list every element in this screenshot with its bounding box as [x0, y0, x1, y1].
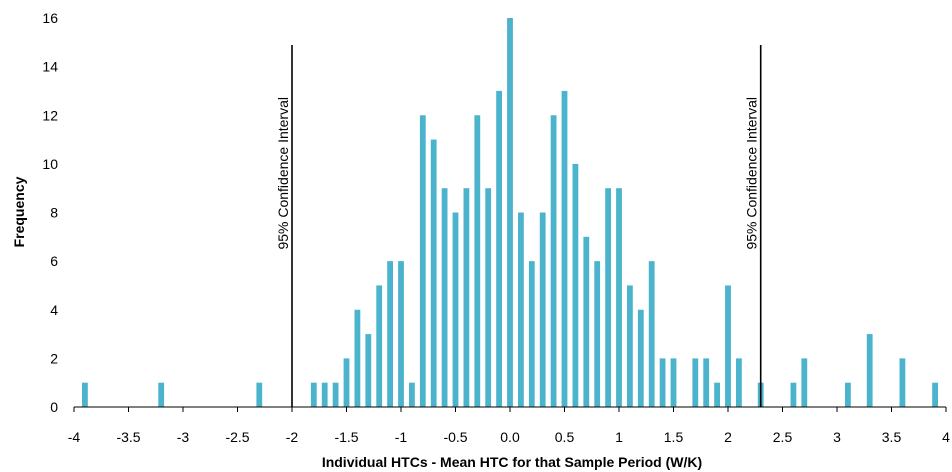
histogram-bar	[398, 261, 404, 408]
histogram-bar	[572, 163, 579, 408]
x-tick-label: 3	[833, 429, 841, 445]
x-tick-label: -1.5	[334, 429, 358, 445]
histogram-bar	[496, 90, 502, 407]
histogram-bar	[376, 285, 383, 407]
histogram-bar	[441, 188, 448, 407]
histogram-bar	[539, 212, 546, 407]
x-tick-label: 1.5	[664, 429, 684, 445]
y-tick-label: 16	[42, 10, 58, 26]
y-tick-label: 14	[42, 59, 58, 75]
histogram-bar	[409, 382, 415, 407]
x-tick-label: 3.5	[882, 429, 902, 445]
histogram-bar	[485, 188, 492, 407]
x-tick-label: -0.5	[443, 429, 467, 445]
histogram-bar	[801, 358, 808, 408]
x-tick-label: -2.5	[225, 429, 249, 445]
histogram-bar	[343, 358, 350, 408]
y-tick-label: 8	[50, 205, 58, 221]
y-tick-label: 0	[50, 399, 58, 415]
x-tick-label: -3.5	[116, 429, 140, 445]
histogram-bar	[463, 188, 470, 407]
histogram-bar	[594, 261, 601, 408]
histogram-bar	[430, 139, 437, 407]
x-tick-label: -3	[177, 429, 190, 445]
histogram-bar	[419, 115, 426, 407]
histogram-bar	[158, 382, 165, 407]
histogram-bar	[932, 382, 938, 407]
histogram-bar	[452, 212, 459, 407]
x-tick-label: 1	[615, 429, 623, 445]
histogram-bar	[332, 382, 339, 407]
confidence-interval-label: 95% Confidence Interval	[744, 97, 760, 250]
histogram-bar	[528, 261, 535, 408]
histogram-bar	[310, 382, 317, 407]
y-tick-label: 2	[50, 350, 58, 366]
histogram-bar	[790, 382, 797, 407]
histogram-bar	[561, 90, 568, 407]
histogram-bar	[550, 115, 557, 407]
x-tick-label: -1	[395, 429, 408, 445]
confidence-interval-label: 95% Confidence Interval	[275, 97, 291, 250]
y-tick-label: 6	[50, 253, 58, 269]
x-tick-label: 0.0	[500, 429, 520, 445]
histogram-bar	[637, 309, 644, 407]
histogram-bar	[354, 309, 361, 407]
histogram-bar	[507, 18, 513, 407]
histogram-bar	[321, 382, 328, 407]
histogram-bar	[714, 382, 720, 407]
histogram-bar	[518, 212, 524, 407]
histogram-bar	[692, 358, 699, 408]
histogram-bar	[82, 382, 88, 407]
histogram-bar	[725, 285, 731, 407]
histogram-bar	[736, 358, 742, 408]
histogram-bar	[648, 261, 655, 408]
histogram-bar	[387, 261, 393, 408]
x-tick-label: 4	[942, 429, 950, 445]
y-tick-label: 12	[42, 107, 58, 123]
histogram-bar	[616, 188, 622, 407]
histogram-bar	[899, 358, 906, 408]
histogram-bar	[703, 358, 710, 408]
y-tick-label: 10	[42, 156, 58, 172]
x-axis-title: Individual HTCs - Mean HTC for that Samp…	[322, 454, 702, 470]
histogram-bar	[256, 382, 263, 407]
histogram-bar	[845, 382, 851, 407]
histogram-bar	[866, 334, 873, 407]
x-tick-label: 2	[724, 429, 732, 445]
y-axis-title: Frequency	[11, 176, 27, 247]
x-tick-label: -4	[68, 429, 81, 445]
x-tick-label: -2	[286, 429, 299, 445]
histogram-bar	[659, 358, 666, 408]
x-tick-label: 0.5	[555, 429, 575, 445]
x-tick-label: 2.5	[773, 429, 793, 445]
histogram-bar	[583, 236, 590, 407]
histogram-bar	[365, 334, 372, 407]
histogram-bar	[605, 188, 611, 407]
y-tick-label: 4	[50, 302, 58, 318]
histogram-bar	[627, 285, 633, 407]
histogram-bar	[474, 115, 481, 407]
histogram-bar	[670, 358, 677, 408]
